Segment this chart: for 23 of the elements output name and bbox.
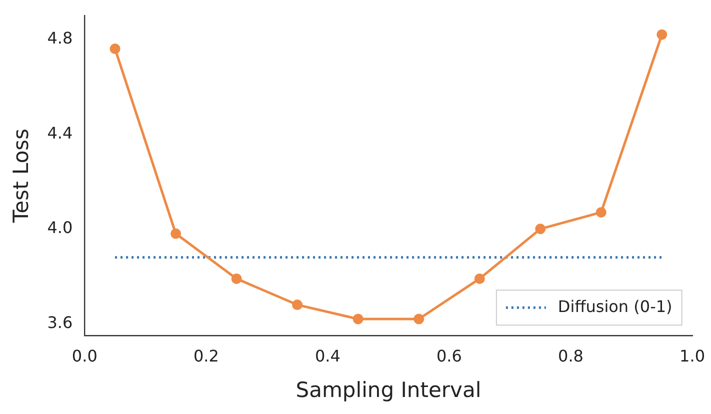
- point: [352, 314, 364, 324]
- y-tick-label: 4.8: [47, 28, 73, 48]
- y-tick-label: 4.4: [47, 123, 73, 142]
- point: [656, 29, 668, 40]
- point: [596, 207, 606, 218]
- point: [231, 273, 242, 284]
- point: [292, 300, 303, 310]
- point: [414, 314, 424, 324]
- legend-label: Diffusion (0-1): [558, 296, 672, 316]
- x-axis-title: Sampling Interval: [296, 378, 482, 402]
- point: [474, 273, 485, 284]
- y-tick-label: 4.0: [47, 218, 73, 238]
- point: [170, 228, 182, 239]
- x-tick-label: 0.2: [193, 346, 219, 366]
- point: [535, 224, 546, 234]
- point: [110, 44, 120, 54]
- x-tick-label: 0.6: [436, 346, 462, 366]
- y-axis-title: Test Loss: [9, 128, 34, 224]
- x-tick-label: 1.0: [680, 346, 706, 366]
- y-tick-label: 3.6: [47, 312, 73, 332]
- x-tick-label: 0.8: [558, 346, 584, 366]
- x-tick-label: 0.4: [314, 346, 340, 366]
- x-tick-label: 0.0: [72, 346, 98, 366]
